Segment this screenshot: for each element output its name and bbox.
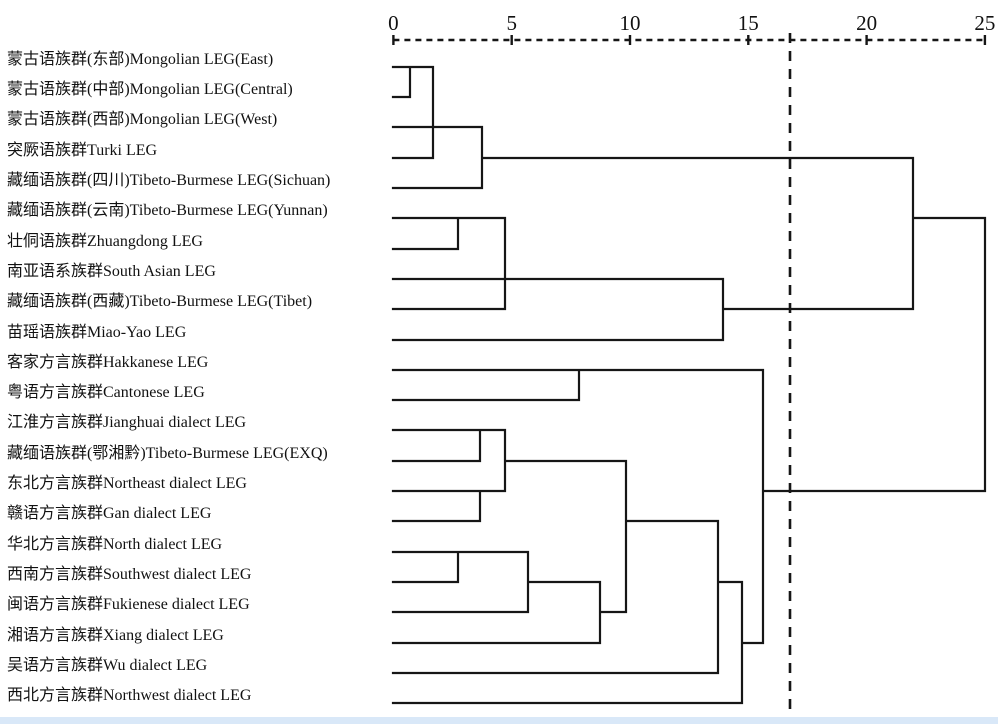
- axis-tick-label: 10: [620, 11, 641, 35]
- leaf-label: 吴语方言族群Wu dialect LEG: [7, 657, 208, 674]
- axis-tick-label: 20: [856, 11, 877, 35]
- leaf-label: 藏缅语族群(鄂湘黔)Tibeto-Burmese LEG(EXQ): [7, 444, 328, 462]
- leaf-label: 东北方言族群Northeast dialect LEG: [7, 475, 247, 493]
- distance-axis: 0 5 10 15 20 25: [388, 11, 995, 45]
- leaf-label: 西南方言族群Southwest dialect LEG: [7, 566, 252, 584]
- leaf-label: 藏缅语族群(西藏)Tibeto-Burmese LEG(Tibet): [7, 293, 313, 311]
- leaf-label: 南亚语系族群South Asian LEG: [7, 262, 216, 280]
- leaf-label: 粤语方言族群Cantonese LEG: [7, 384, 205, 402]
- leaf-labels: 蒙古语族群(东部)Mongolian LEG(East) 蒙古语族群(中部)Mon…: [0, 0, 395, 724]
- leaf-label: 蒙古语族群(东部)Mongolian LEG(East): [7, 50, 274, 68]
- leaf-label: 蒙古语族群(中部)Mongolian LEG(Central): [7, 81, 293, 98]
- leaf-label: 华北方言族群North dialect LEG: [7, 535, 223, 553]
- leaf-label: 藏缅语族群(云南)Tibeto-Burmese LEG(Yunnan): [7, 202, 328, 220]
- axis-tick-label: 15: [738, 11, 759, 35]
- leaf-label: 壮侗语族群Zhuangdong LEG: [7, 232, 203, 250]
- axis-tick-label: 5: [506, 11, 517, 35]
- leaf-label: 苗瑶语族群Miao-Yao LEG: [7, 323, 187, 341]
- leaf-label: 闽语方言族群Fukienese dialect LEG: [7, 596, 250, 614]
- leaf-label: 西北方言族群Northwest dialect LEG: [7, 687, 252, 705]
- leaf-label: 突厥语族群Turki LEG: [7, 141, 158, 159]
- axis-tick-label: 25: [974, 11, 995, 35]
- leaf-label: 藏缅语族群(四川)Tibeto-Burmese LEG(Sichuan): [7, 171, 331, 189]
- axis-tick-label: 0: [388, 11, 399, 35]
- dendrogram-tree-lines: [391, 65, 987, 705]
- leaf-label: 赣语方言族群Gan dialect LEG: [7, 505, 212, 523]
- leaf-label: 江淮方言族群Jianghuai dialect LEG: [7, 414, 247, 432]
- leaf-label: 蒙古语族群(西部)Mongolian LEG(West): [7, 111, 278, 129]
- leaf-label: 湘语方言族群Xiang dialect LEG: [7, 626, 224, 644]
- leaf-label: 客家方言族群Hakkanese LEG: [7, 353, 209, 371]
- bottom-strip: [0, 717, 998, 724]
